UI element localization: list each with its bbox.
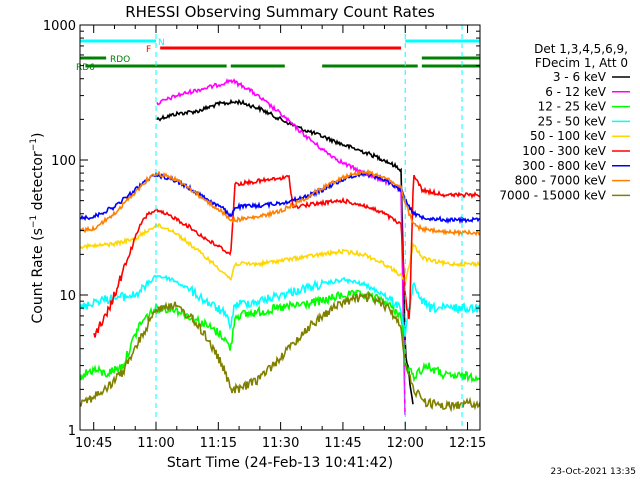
legend-label-4: 25 - 50 keV (538, 114, 607, 128)
x-tick-label-2: 11:00 (137, 436, 174, 451)
y-tick-label-4: 1000 (43, 19, 76, 34)
x-tick-label-6: 12:00 (386, 436, 423, 451)
flag-label-n: N (158, 38, 165, 48)
series-line-3 (80, 289, 480, 384)
y-label-part-3: ) (30, 133, 46, 138)
y-label-part-2: detector (30, 151, 46, 215)
y-tick-label-3: 100 (51, 154, 76, 169)
legend-label-9: 7000 - 15000 keV (499, 188, 606, 202)
chart-title: RHESSI Observing Summary Count Rates (125, 3, 435, 21)
x-axis-label: Start Time (24-Feb-13 10:41:42) (167, 455, 393, 471)
plot-frame (79, 24, 481, 431)
y-axis-label: Count Rate (s−1 detector−1) (29, 133, 46, 324)
flag-label-f: F (146, 45, 151, 55)
timestamp: 23-Oct-2021 13:35 (551, 467, 636, 477)
x-tick-label-5: 11:45 (324, 436, 361, 451)
series-line-4 (80, 274, 480, 337)
legend-label-3: 12 - 25 keV (538, 100, 607, 114)
legend-label-1: 3 - 6 keV (553, 70, 607, 84)
legend: Det 1,3,4,5,6,9, FDecim 1, Att 0 3 - 6 k… (499, 42, 630, 202)
series-line-1 (156, 98, 414, 405)
legend-label-8: 800 - 7000 keV (515, 174, 607, 188)
legend-label-6: 100 - 300 keV (522, 144, 606, 158)
plot-area: NF RDO RD6 (76, 24, 481, 431)
series-line-9 (80, 291, 480, 413)
legend-label-7: 300 - 800 keV (522, 159, 606, 173)
legend-header-1: Det 1,3,4,5,6,9, (534, 42, 628, 56)
series-line-8 (80, 168, 480, 238)
y-tick-label-2: 10 (59, 289, 76, 304)
x-axis: 10:45 11:00 11:15 11:30 11:45 12:00 12:15 (75, 25, 486, 451)
x-tick-label-4: 11:30 (262, 436, 299, 451)
x-tick-label-7: 12:15 (449, 436, 486, 451)
legend-header-2: FDecim 1, Att 0 (535, 56, 628, 70)
legend-label-2: 6 - 12 keV (545, 85, 607, 99)
series-line-5 (80, 222, 480, 285)
y-label-exp-1: −1 (29, 215, 39, 228)
flag-label-rd6: RD6 (76, 63, 95, 73)
series-line-6 (93, 174, 480, 338)
y-label-part-1: Count Rate (s (30, 228, 46, 323)
flag-label-rdo: RDO (110, 55, 130, 65)
y-axis: 1 10 100 1000 (43, 19, 480, 439)
legend-label-5: 50 - 100 keV (530, 129, 607, 143)
x-tick-label-3: 11:15 (200, 436, 237, 451)
y-tick-label-1: 1 (68, 424, 76, 439)
x-tick-label-1: 10:45 (75, 436, 112, 451)
y-label-exp-2: −1 (29, 138, 39, 151)
